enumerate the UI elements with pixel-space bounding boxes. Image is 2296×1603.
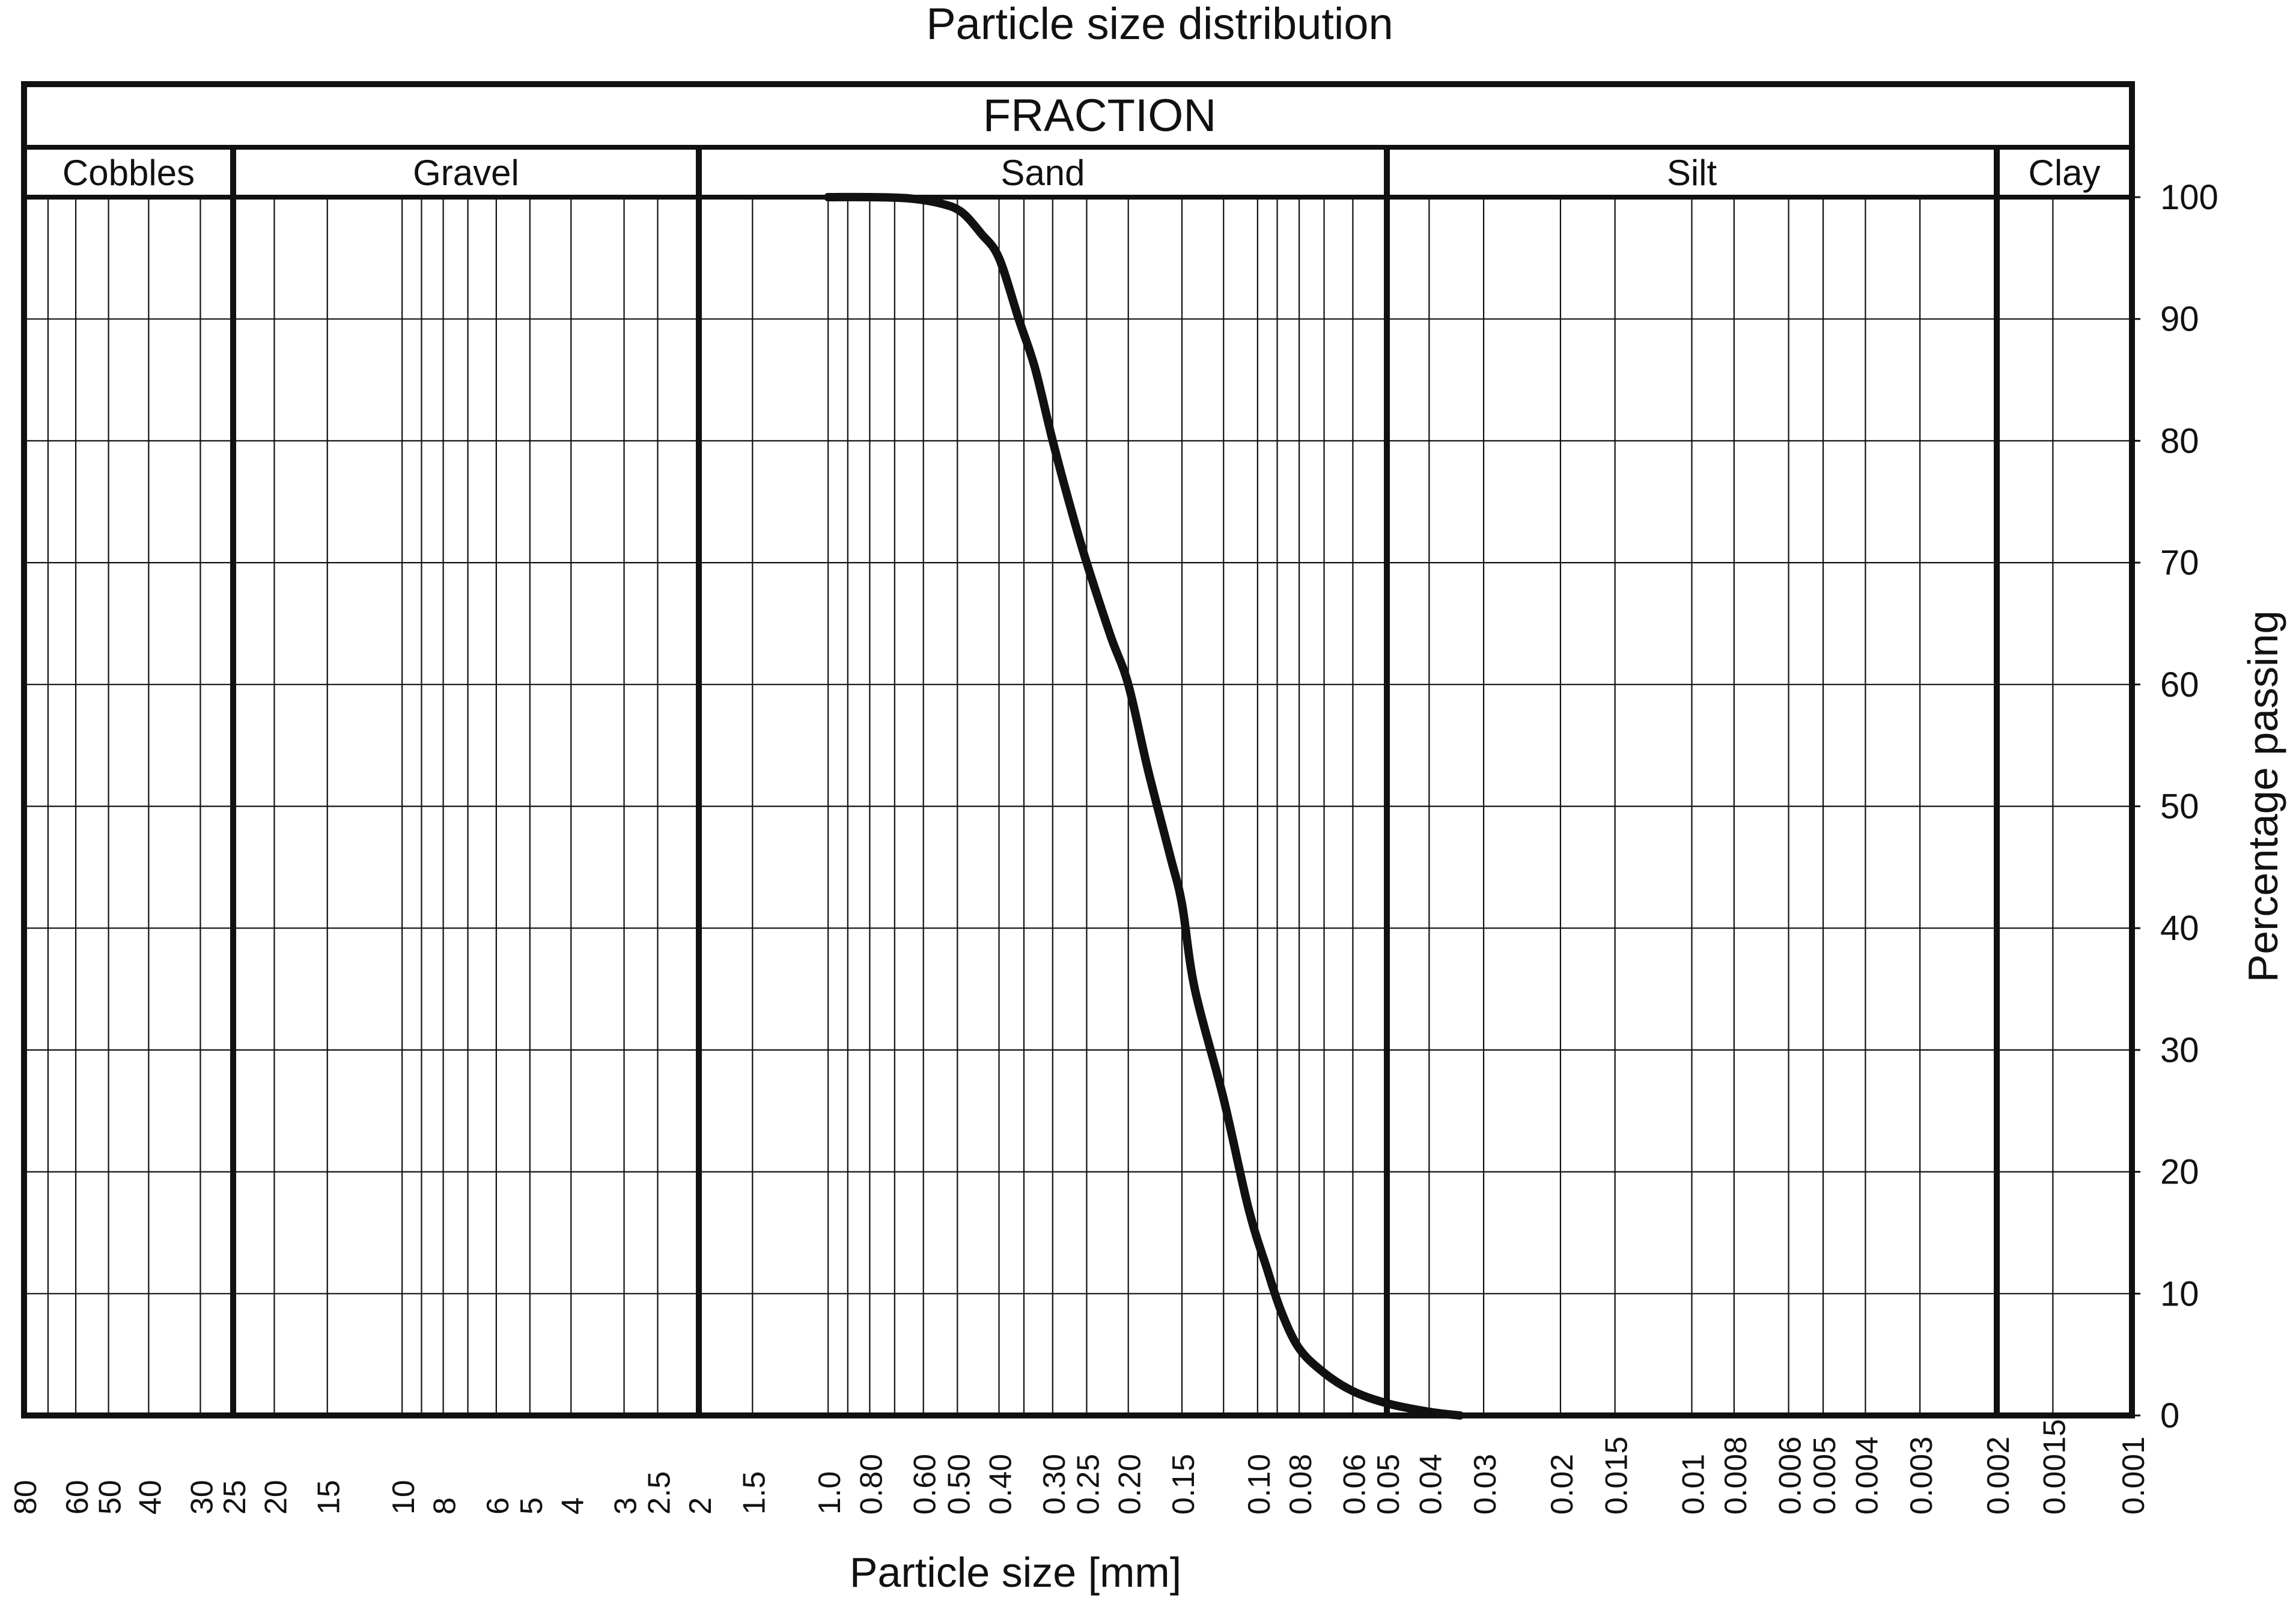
fraction-label: Cobbles xyxy=(62,153,195,193)
y-tick-label: 80 xyxy=(2160,421,2199,460)
x-tick-label: 0.15 xyxy=(1166,1454,1201,1515)
x-tick-label: 0.02 xyxy=(1545,1454,1580,1515)
fraction-label: Gravel xyxy=(413,153,519,193)
x-tick-label: 2.5 xyxy=(642,1471,677,1515)
horizontal-gridlines xyxy=(24,318,2132,1295)
x-tick-label: 6 xyxy=(481,1497,516,1515)
y-tick-label: 10 xyxy=(2160,1274,2199,1313)
x-tick-label: 0.50 xyxy=(942,1454,976,1515)
x-tick-label: 1.5 xyxy=(737,1471,772,1515)
fraction-label: Silt xyxy=(1667,153,1717,193)
x-tick-label: 20 xyxy=(258,1480,293,1515)
y-axis-label: Percentage passing xyxy=(2240,611,2286,983)
fraction-header: FRACTION xyxy=(983,90,1216,141)
x-tick-label: 10 xyxy=(386,1480,421,1515)
y-tick-label: 100 xyxy=(2160,178,2218,217)
x-tick-label: 1.0 xyxy=(812,1471,847,1515)
x-tick-label: 80 xyxy=(8,1480,43,1515)
x-tick-label: 4 xyxy=(555,1497,590,1515)
x-tick-label: 0.20 xyxy=(1113,1454,1148,1515)
y-tick-label: 30 xyxy=(2160,1031,2199,1070)
y-tick-label: 20 xyxy=(2160,1153,2199,1192)
chart-frame xyxy=(21,81,2140,1418)
y-tick-label: 70 xyxy=(2160,543,2199,582)
x-tick-label: 2 xyxy=(683,1497,718,1515)
x-tick-label: 15 xyxy=(312,1480,347,1515)
y-tick-label: 50 xyxy=(2160,787,2199,826)
x-tick-label: 0.003 xyxy=(1904,1437,1939,1515)
fraction-label: Sand xyxy=(1000,153,1085,193)
x-tick-label: 0.40 xyxy=(984,1454,1019,1515)
x-tick-label: 0.06 xyxy=(1337,1454,1372,1515)
x-tick-label: 0.30 xyxy=(1037,1454,1072,1515)
x-tick-label: 0.08 xyxy=(1284,1454,1318,1515)
y-tick-label: 40 xyxy=(2160,909,2199,948)
x-tick-label: 0.005 xyxy=(1807,1437,1842,1515)
chart-title: Particle size distribution xyxy=(926,0,1393,49)
x-tick-label: 0.002 xyxy=(1981,1437,2016,1515)
outer-frame xyxy=(21,81,2135,1418)
x-tick-label: 0.80 xyxy=(854,1454,889,1515)
x-tick-label: 0.008 xyxy=(1719,1437,1753,1515)
x-tick-label: 0.01 xyxy=(1676,1454,1711,1515)
y-tick-labels: 0 10 20 30 40 50 60 70 80 90 100 xyxy=(2160,178,2218,1435)
x-tick-label: 0.25 xyxy=(1071,1454,1106,1515)
x-tick-label: 50 xyxy=(93,1480,128,1515)
x-tick-label: 8 xyxy=(428,1497,463,1515)
x-tick-label: 25 xyxy=(218,1480,252,1515)
y-tick-label: 90 xyxy=(2160,300,2199,339)
x-tick-label: 0.05 xyxy=(1371,1454,1406,1515)
x-tick-label: 0.04 xyxy=(1413,1454,1448,1515)
x-tick-label: 0.004 xyxy=(1850,1437,1884,1515)
y-tick-label: 60 xyxy=(2160,665,2199,704)
x-tick-label: 5 xyxy=(514,1497,549,1515)
x-tick-label: 0.03 xyxy=(1468,1454,1503,1515)
fraction-labels: Cobbles Gravel Sand Silt Clay xyxy=(62,153,2101,193)
x-tick-label: 30 xyxy=(184,1480,219,1515)
grading-curve-line xyxy=(824,192,1464,1420)
fraction-label: Clay xyxy=(2028,153,2100,193)
x-tick-label: 0.015 xyxy=(1600,1437,1634,1515)
y-tick-label: 0 xyxy=(2160,1396,2179,1435)
grading-curve-layer xyxy=(824,192,1464,1420)
x-tick-label: 0.0015 xyxy=(2037,1419,2072,1515)
x-tick-label: 0.10 xyxy=(1242,1454,1277,1515)
x-tick-label: 0.006 xyxy=(1773,1437,1808,1515)
x-tick-label: 3 xyxy=(609,1497,644,1515)
x-axis-label: Particle size [mm] xyxy=(850,1549,1181,1596)
x-tick-label: 0.001 xyxy=(2116,1437,2151,1515)
x-tick-label: 40 xyxy=(133,1480,168,1515)
x-tick-label: 60 xyxy=(60,1480,95,1515)
x-tick-label: 0.60 xyxy=(908,1454,943,1515)
